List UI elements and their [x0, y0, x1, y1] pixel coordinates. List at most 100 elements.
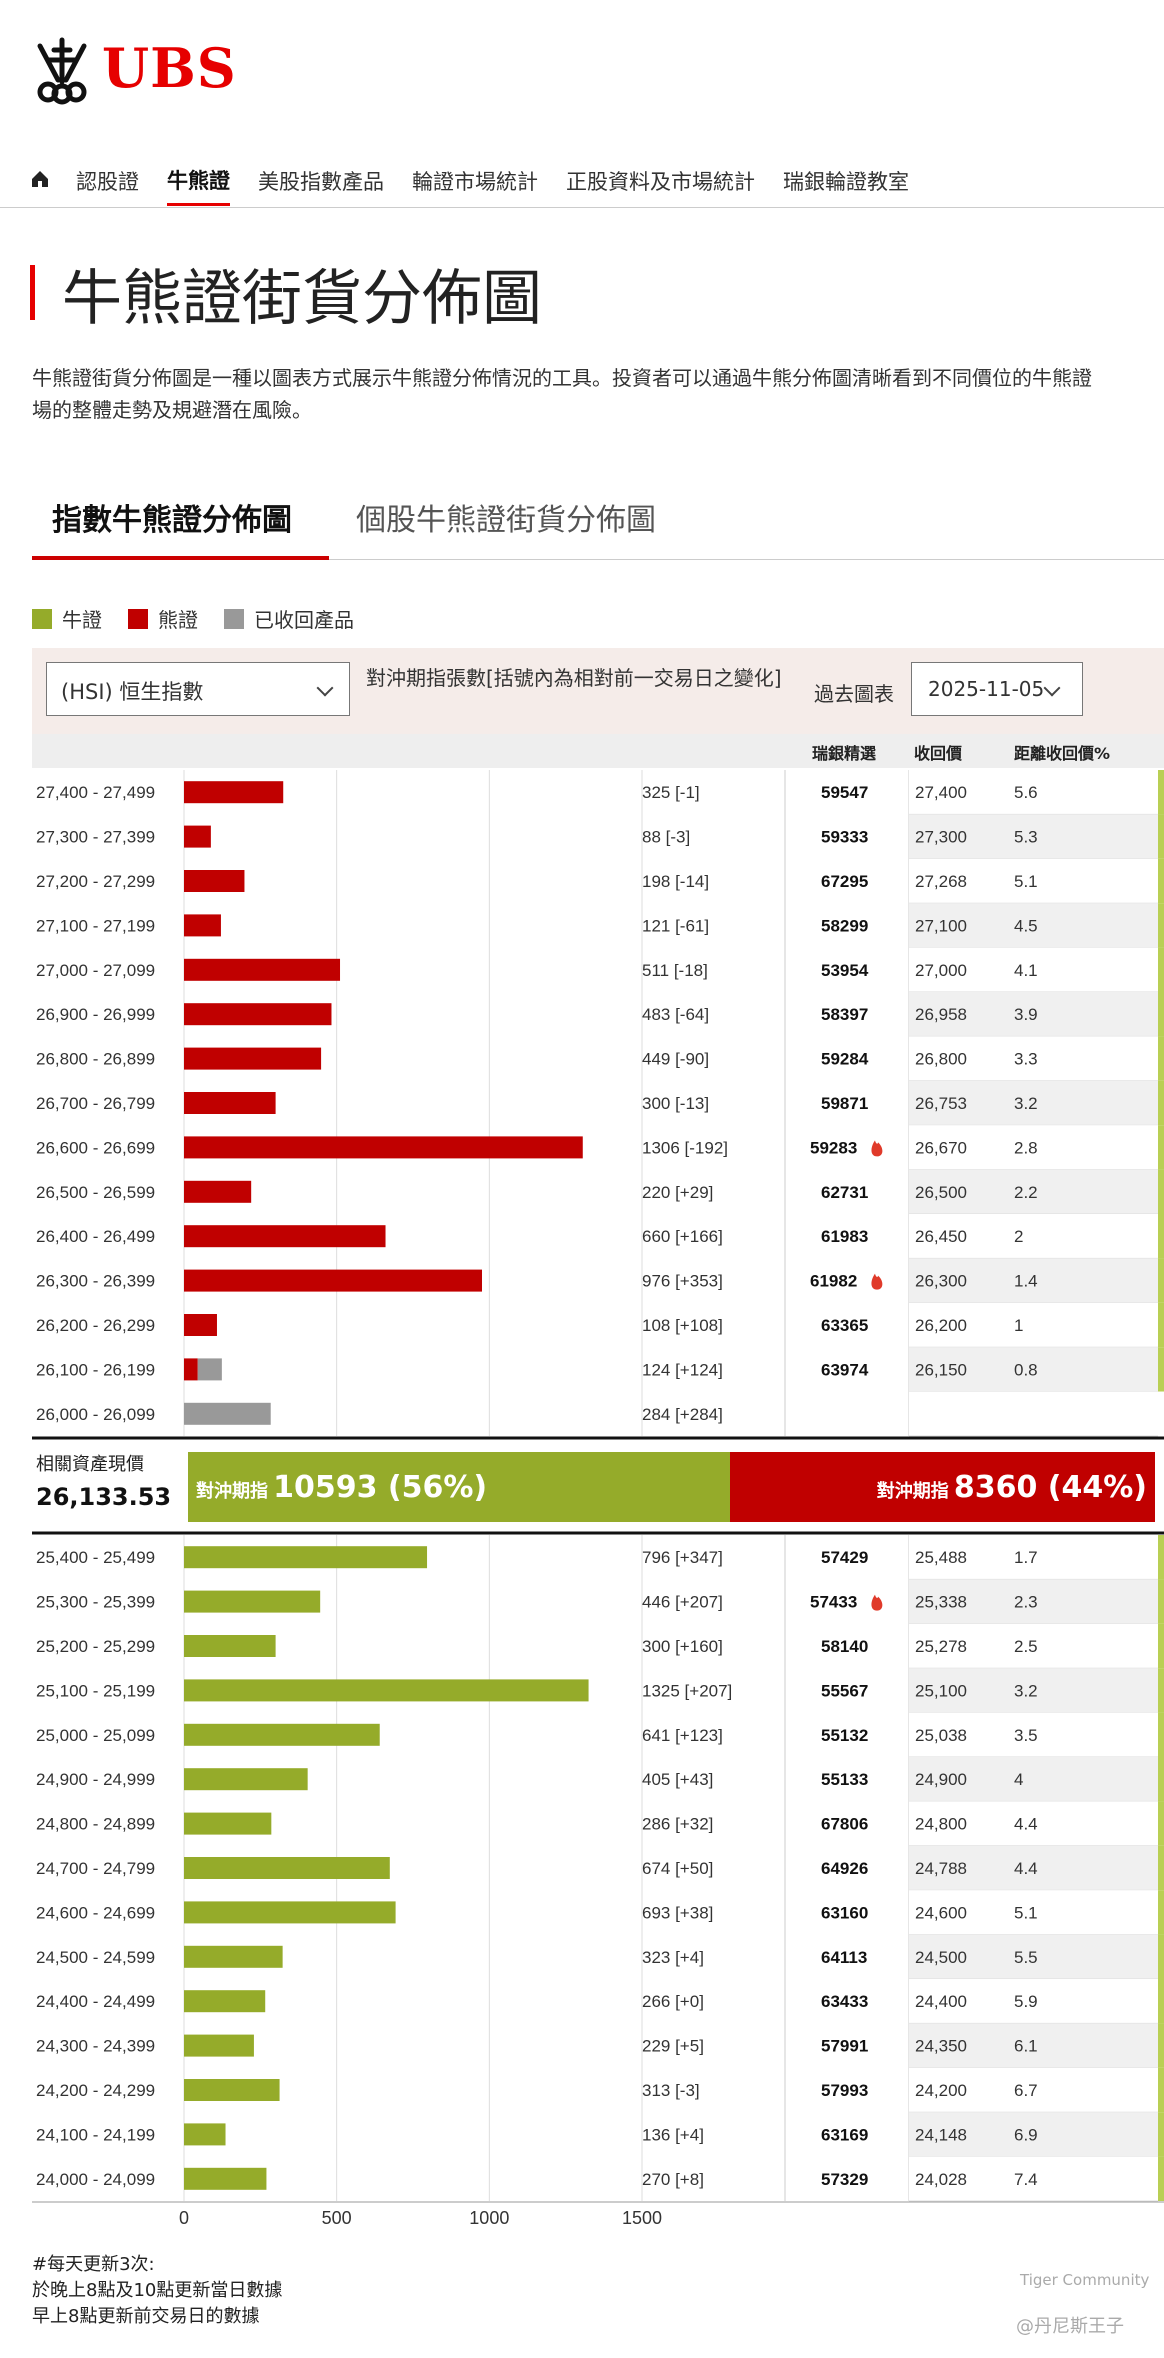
- bear-range-label: 26,000 - 26,099: [36, 1405, 155, 1424]
- bear-bar: [184, 914, 221, 937]
- bear-call-cell-bg: [909, 1036, 1008, 1081]
- bull-call-cell-bg: [909, 1712, 1008, 1757]
- bull-call-cell-bg: [909, 1934, 1008, 1979]
- bear-edge-marker: [1158, 903, 1164, 948]
- nav-item-warrants[interactable]: 認股證: [76, 170, 139, 194]
- bull-count-label: 313 [-3]: [642, 2081, 700, 2100]
- bull-pick-code: 57991: [821, 2037, 868, 2056]
- bull-range-label: 24,200 - 24,299: [36, 2081, 155, 2100]
- bull-bar: [184, 2034, 254, 2057]
- bull-edge-marker: [1158, 1579, 1164, 1624]
- underlying-select[interactable]: (HSI) 恒生指數: [46, 662, 350, 716]
- bull-pick-code: 55567: [821, 1681, 868, 1700]
- tab-stock-cbbc[interactable]: 個股牛熊證街貨分佈圖: [356, 503, 656, 538]
- tab-index-cbbc[interactable]: 指數牛熊證分佈圖: [52, 503, 292, 538]
- bear-range-label: 27,000 - 27,099: [36, 961, 155, 980]
- bear-pick-code: 58299: [821, 916, 868, 935]
- bull-range-label: 24,900 - 24,999: [36, 1770, 155, 1789]
- legend-recalled-label: 已收回產品: [254, 608, 354, 632]
- bear-count-label: 108 [+108]: [642, 1316, 723, 1335]
- bull-count-label: 796 [+347]: [642, 1548, 723, 1567]
- bull-call-price: 25,038: [915, 1726, 967, 1745]
- bull-pick-code: 57329: [821, 2170, 868, 2189]
- nav-item-us-index[interactable]: 美股指數產品: [258, 170, 384, 194]
- nav-item-market-stats[interactable]: 輪證市場統計: [412, 170, 538, 194]
- bear-distance: 5.6: [1014, 783, 1038, 802]
- bear-distance: 2.2: [1014, 1183, 1038, 1202]
- bear-range-label: 26,400 - 26,499: [36, 1227, 155, 1246]
- main-nav: 認股證 牛熊證 美股指數產品 輪證市場統計 正股資料及市場統計 瑞銀輪證教室: [30, 155, 937, 207]
- bull-pick-code: 67806: [821, 1815, 868, 1834]
- bear-dist-cell-bg: [1008, 1347, 1158, 1392]
- bull-pick-code: 63433: [821, 1992, 868, 2011]
- bull-dist-cell-bg: [1008, 1979, 1158, 2024]
- nav-item-education[interactable]: 瑞銀輪證教室: [783, 170, 909, 194]
- bull-range-label: 24,700 - 24,799: [36, 1859, 155, 1878]
- bear-pick-code: 59871: [821, 1094, 868, 1113]
- bull-distance: 6.7: [1014, 2081, 1038, 2100]
- bull-distance: 4.4: [1014, 1815, 1038, 1834]
- bull-dist-cell-bg: [1008, 1801, 1158, 1846]
- date-select[interactable]: 2025-11-05: [911, 662, 1083, 716]
- bear-call-price: 26,753: [915, 1094, 967, 1113]
- bull-hedge-value: 10593 (56%): [273, 1470, 488, 1505]
- bull-call-price: 24,400: [915, 1992, 967, 2011]
- bull-distance: 7.4: [1014, 2170, 1038, 2189]
- bull-call-price: 25,488: [915, 1548, 967, 1567]
- bear-count-label: 483 [-64]: [642, 1005, 709, 1024]
- bull-dist-cell-bg: [1008, 1535, 1158, 1580]
- bull-call-price: 25,338: [915, 1593, 967, 1612]
- keys-icon: [37, 37, 87, 105]
- ubs-logo[interactable]: UBS: [30, 34, 236, 106]
- update-note-2: 於晚上8點及10點更新當日數據: [32, 2280, 283, 2301]
- bull-call-price: 24,900: [915, 1770, 967, 1789]
- bear-count-label: 449 [-90]: [642, 1050, 709, 1069]
- bull-edge-marker: [1158, 1535, 1164, 1580]
- bull-pick-code: 57433: [810, 1593, 857, 1612]
- bull-bar: [184, 1590, 321, 1613]
- header-distance: 距離收回價%: [1014, 744, 1111, 763]
- bear-bar: [184, 1136, 583, 1159]
- bull-bar: [184, 1546, 428, 1569]
- legend-bull-label: 牛證: [62, 608, 102, 632]
- bull-edge-marker: [1158, 1934, 1164, 1979]
- bear-dist-cell-bg: [1008, 1391, 1158, 1436]
- fire-icon: [871, 1594, 883, 1611]
- nav-item-cbbc[interactable]: 牛熊證: [167, 157, 230, 206]
- home-icon[interactable]: [30, 161, 50, 202]
- bull-pick-code: 57993: [821, 2081, 868, 2100]
- bear-hedge-value: 8360 (44%): [953, 1470, 1147, 1505]
- bear-edge-marker: [1158, 1036, 1164, 1081]
- x-tick-label-2: 1000: [469, 2208, 509, 2228]
- bear-call-price: 26,300: [915, 1272, 967, 1291]
- bull-count-label: 266 [+0]: [642, 1992, 704, 2011]
- bear-bar: [184, 1092, 276, 1114]
- bear-count-label: 325 [-1]: [642, 783, 700, 802]
- bull-pick-code: 55133: [821, 1770, 868, 1789]
- bear-bar: [184, 1003, 332, 1026]
- bull-count-label: 323 [+4]: [642, 1948, 704, 1967]
- bull-pick-code: 63169: [821, 2125, 868, 2144]
- bull-dist-cell-bg: [1008, 1623, 1158, 1669]
- bull-dist-cell-bg: [1008, 1579, 1158, 1624]
- nav-divider: [0, 207, 1164, 208]
- bull-call-cell-bg: [909, 1623, 1008, 1669]
- bear-pick-code: 62731: [821, 1183, 868, 1202]
- bull-distance: 6.1: [1014, 2037, 1038, 2056]
- bull-call-price: 24,200: [915, 2081, 967, 2100]
- bear-distance: 3.9: [1014, 1005, 1038, 1024]
- bear-pick-code: 59547: [821, 783, 868, 802]
- bull-distance: 5.1: [1014, 1903, 1038, 1922]
- bull-distance: 1.7: [1014, 1548, 1038, 1567]
- bear-call-cell-bg: [909, 903, 1008, 948]
- bull-call-cell-bg: [909, 1579, 1008, 1624]
- bear-recalled-bar: [197, 1358, 222, 1381]
- bear-bar: [184, 1358, 198, 1381]
- bear-call-price: 27,400: [915, 783, 967, 802]
- bull-range-label: 24,100 - 24,199: [36, 2125, 155, 2144]
- bear-call-price: 26,200: [915, 1316, 967, 1335]
- bear-call-cell-bg: [909, 1347, 1008, 1392]
- bear-edge-marker: [1158, 1302, 1164, 1348]
- nav-item-stock-data[interactable]: 正股資料及市場統計: [566, 170, 755, 194]
- bull-count-label: 286 [+32]: [642, 1815, 713, 1834]
